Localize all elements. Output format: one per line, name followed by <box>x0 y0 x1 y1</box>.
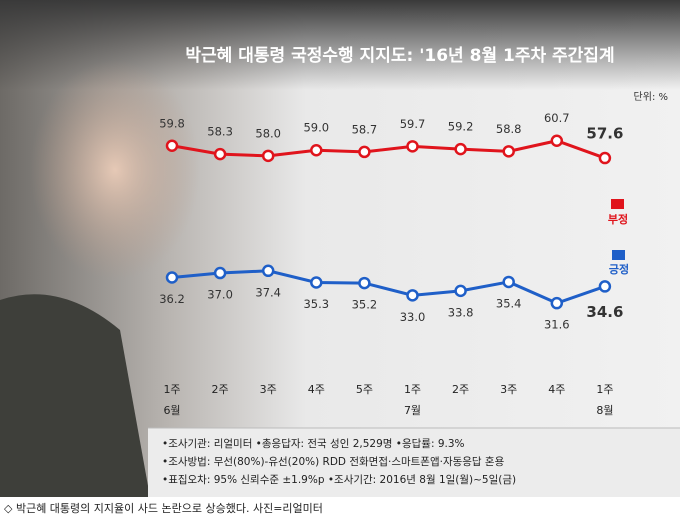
photo-face <box>30 60 200 280</box>
note: •조사기관: 리얼미터 •총응답자: 전국 성인 2,529명 •응답률: 9.… <box>162 438 465 450</box>
point <box>598 151 612 165</box>
point <box>502 275 515 289</box>
photo-body <box>0 294 150 497</box>
legend-swatch <box>611 199 624 209</box>
value-label: 37.0 <box>207 288 233 302</box>
x-tick-label: 1주 6월 <box>163 383 180 417</box>
value-label: 35.2 <box>352 298 378 312</box>
point <box>454 284 467 298</box>
point <box>406 289 419 302</box>
x-tick-label: 2주 <box>212 383 229 396</box>
point <box>406 140 419 153</box>
value-label: 34.6 <box>586 303 623 321</box>
point <box>598 280 612 293</box>
point <box>213 147 227 161</box>
note: •조사방법: 무선(80%)-유선(20%) RDD 전화면접·스마트폰앱·자동… <box>162 455 505 468</box>
x-tick-label: 2주 <box>452 383 469 396</box>
x-tick-label: 1주 8월 <box>596 383 613 417</box>
value-label: 60.7 <box>544 111 570 125</box>
value-label: 35.3 <box>303 297 329 311</box>
value-label: 35.4 <box>496 296 522 310</box>
series-line <box>171 139 606 160</box>
point <box>550 134 564 147</box>
point <box>358 276 371 290</box>
point <box>165 139 179 153</box>
value-label: 59.2 <box>448 120 474 134</box>
x-tick-label: 5주 <box>356 383 373 396</box>
value-label: 33.0 <box>400 310 426 324</box>
x-tick-label: 3주 <box>500 383 517 396</box>
x-tick-label: 3주 <box>260 383 277 396</box>
legend-label: 긍정 <box>609 262 629 276</box>
x-tick-label: 1주 7월 <box>404 383 421 417</box>
point <box>454 142 467 156</box>
value-label: 31.6 <box>544 318 570 332</box>
value-label: 59.0 <box>303 121 329 135</box>
point <box>165 271 179 284</box>
point <box>310 143 323 157</box>
value-label: 33.8 <box>448 305 474 319</box>
note: •표집오차: 95% 신뢰수준 ±1.9%p •조사기간: 2016년 8월 1… <box>162 473 516 486</box>
value-label: 57.6 <box>586 125 623 143</box>
point <box>261 149 275 163</box>
chart-title: 박근혜 대통령 국정수행 지지도: '16년 8월 1주차 주간집계 <box>185 45 614 66</box>
unit-label: 단위: % <box>634 90 668 103</box>
value-label: 37.4 <box>255 285 281 299</box>
value-label: 58.7 <box>352 122 378 136</box>
value-label: 58.0 <box>255 126 281 140</box>
notes-panel <box>148 428 680 497</box>
point <box>310 276 323 289</box>
value-label: 59.7 <box>400 117 426 131</box>
point <box>261 264 275 278</box>
x-tick-label: 4주 <box>308 383 325 396</box>
x-tick-label: 4주 <box>548 383 565 396</box>
legend-label: 부정 <box>608 212 628 226</box>
caption: ◇ 박근혜 대통령의 지지율이 사드 논란으로 상승했다. 사진=리얼미터 <box>4 501 323 515</box>
point <box>550 296 564 310</box>
series-line <box>171 269 606 305</box>
point <box>502 145 515 158</box>
value-label: 36.2 <box>159 292 185 306</box>
value-label: 58.3 <box>207 125 233 139</box>
value-label: 59.8 <box>159 116 185 130</box>
value-label: 58.8 <box>496 122 522 136</box>
legend-swatch <box>612 250 625 260</box>
point <box>358 145 371 159</box>
point <box>213 266 227 280</box>
